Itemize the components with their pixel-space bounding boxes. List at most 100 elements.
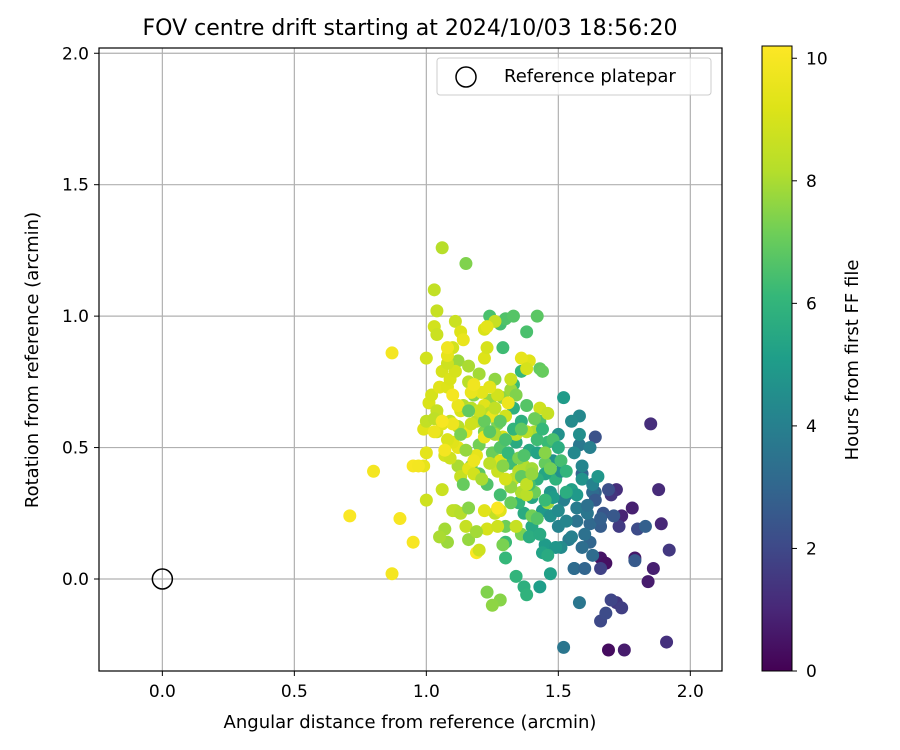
data-point xyxy=(660,635,674,649)
data-point xyxy=(520,588,534,602)
data-point xyxy=(538,446,552,460)
data-point xyxy=(501,446,515,460)
data-point xyxy=(467,454,481,468)
data-point xyxy=(525,467,539,481)
data-point xyxy=(583,517,597,531)
data-point xyxy=(493,488,507,502)
data-point xyxy=(654,517,668,531)
plot-frame xyxy=(98,47,723,672)
data-point xyxy=(528,412,542,426)
data-point xyxy=(586,548,600,562)
data-point xyxy=(520,399,534,413)
colorbar: 0 2 4 6 8 10 Hours from first FF file xyxy=(761,45,863,682)
data-point xyxy=(601,643,615,657)
data-point xyxy=(535,422,549,436)
data-point xyxy=(451,459,465,473)
data-point xyxy=(419,446,433,460)
data-point xyxy=(480,320,494,334)
data-point xyxy=(462,501,476,515)
data-point xyxy=(491,519,505,533)
data-point xyxy=(430,328,444,342)
data-point xyxy=(543,567,557,581)
data-point xyxy=(533,527,547,541)
x-tick-label: 1.5 xyxy=(545,682,572,702)
data-point xyxy=(572,596,586,610)
data-point xyxy=(588,430,602,444)
data-point xyxy=(496,341,510,355)
data-point xyxy=(493,414,507,428)
data-point xyxy=(646,561,660,575)
colorbar-ticks: 0 2 4 6 8 10 xyxy=(792,49,828,682)
data-point xyxy=(419,351,433,365)
data-point xyxy=(456,333,470,347)
y-tick-label: 1.5 xyxy=(62,176,89,196)
data-point xyxy=(578,561,592,575)
data-point xyxy=(411,459,425,473)
colorbar-tick-label: 0 xyxy=(806,662,817,682)
data-point xyxy=(385,567,399,581)
data-point xyxy=(570,514,584,528)
data-point xyxy=(575,540,589,554)
data-point xyxy=(533,580,547,594)
data-point xyxy=(644,417,658,431)
data-point xyxy=(520,325,534,339)
data-point xyxy=(504,372,518,386)
data-point xyxy=(483,425,497,439)
data-point xyxy=(462,359,476,373)
data-point xyxy=(514,351,528,365)
data-point xyxy=(504,496,518,510)
data-point xyxy=(440,341,454,355)
data-point xyxy=(419,493,433,507)
y-tick-label: 0.0 xyxy=(62,570,89,590)
data-point xyxy=(607,509,621,523)
data-point xyxy=(456,477,470,491)
data-point xyxy=(538,493,552,507)
data-point xyxy=(435,241,449,255)
data-point xyxy=(459,257,473,271)
data-point xyxy=(448,314,462,328)
y-tick-label: 2.0 xyxy=(62,44,89,64)
data-point xyxy=(559,485,573,499)
data-point xyxy=(541,406,555,420)
colorbar-tick-label: 10 xyxy=(806,49,828,69)
data-point xyxy=(446,417,460,431)
data-point xyxy=(472,404,486,418)
colorbar-gradient xyxy=(761,45,793,672)
data-point xyxy=(543,462,557,476)
data-point xyxy=(530,309,544,323)
data-point xyxy=(549,540,563,554)
data-point xyxy=(554,454,568,468)
data-point xyxy=(499,472,513,486)
data-point xyxy=(454,427,468,441)
x-tick-label: 1.0 xyxy=(413,682,440,702)
data-point xyxy=(483,456,497,470)
data-point xyxy=(343,509,357,523)
data-point xyxy=(591,469,605,483)
data-point xyxy=(367,464,381,478)
data-point xyxy=(625,501,639,515)
data-point xyxy=(514,422,528,436)
data-point xyxy=(594,561,608,575)
data-point xyxy=(472,543,486,557)
data-point xyxy=(467,377,481,391)
data-point xyxy=(522,530,536,544)
colorbar-tick-label: 8 xyxy=(806,172,817,192)
data-point xyxy=(480,585,494,599)
data-point xyxy=(385,346,399,360)
data-point xyxy=(520,488,534,502)
grid xyxy=(99,48,722,671)
legend: Reference platepar xyxy=(436,57,712,96)
data-point xyxy=(580,498,594,512)
data-point xyxy=(541,548,555,562)
data-point xyxy=(583,441,597,455)
data-point xyxy=(565,414,579,428)
data-point xyxy=(530,512,544,526)
data-point xyxy=(459,443,473,457)
data-point xyxy=(430,304,444,318)
reference-marker xyxy=(151,568,174,590)
x-axis-label: Angular distance from reference (arcmin) xyxy=(224,712,597,733)
data-point xyxy=(557,391,571,405)
data-point xyxy=(488,401,502,415)
data-point xyxy=(435,483,449,497)
data-point xyxy=(425,388,439,402)
